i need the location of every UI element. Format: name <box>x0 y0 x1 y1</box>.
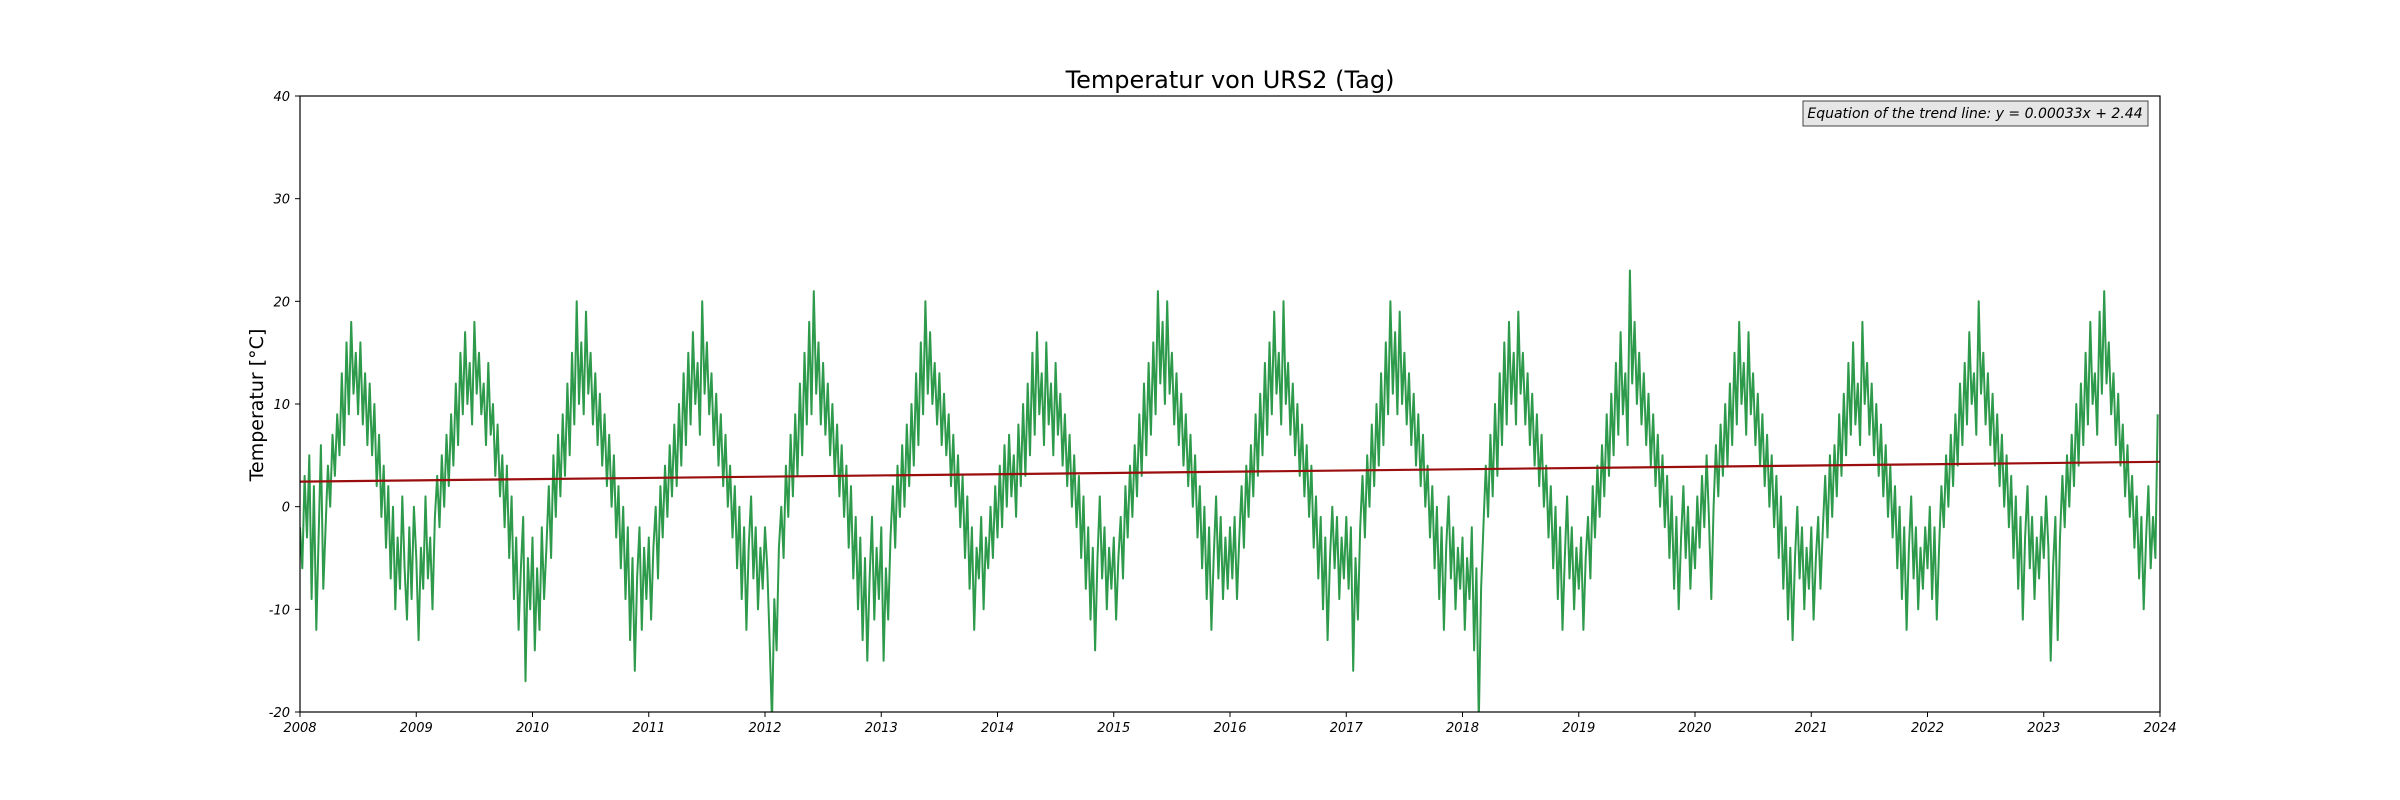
x-tick-label: 2018 <box>1446 721 1479 736</box>
x-tick-label: 2014 <box>981 721 1014 736</box>
x-tick-label: 2015 <box>1097 721 1130 736</box>
series-line-0 <box>300 269 2159 712</box>
y-tick-label: 10 <box>273 398 290 413</box>
x-tick-label: 2020 <box>1678 721 1711 736</box>
y-axis: 40 30 20 10 0 -10 -20 <box>269 90 300 721</box>
y-tick-label: 20 <box>273 295 290 310</box>
trend-line <box>300 460 2160 483</box>
trend-equation-text: Equation of the trend line: y = 0.00033x… <box>1807 106 2142 122</box>
x-axis: 2008 2009 2010 2011 2012 2013 2014 2015 2016 2017… <box>283 712 2177 736</box>
x-tick-label: 2016 <box>1213 721 1246 736</box>
x-tick-label: 2023 <box>2027 721 2060 736</box>
x-tick-label: 2010 <box>516 721 549 736</box>
x-tick-label: 2017 <box>1330 721 1364 736</box>
x-tick-label: 2021 <box>1795 721 1828 736</box>
y-tick-label: 0 <box>282 501 290 516</box>
x-tick-label: 2019 <box>1562 721 1595 736</box>
y-tick-label: 40 <box>273 90 290 105</box>
y-tick-label: -20 <box>269 706 290 721</box>
x-tick-label: 2022 <box>1911 721 1944 736</box>
x-tick-label: 2024 <box>2143 721 2176 736</box>
trend-equation-box: Equation of the trend line: y = 0.00033x… <box>1802 100 2149 127</box>
x-tick-label: 2011 <box>632 721 665 736</box>
x-tick-label: 2008 <box>283 721 316 736</box>
x-tick-label: 2009 <box>400 721 433 736</box>
y-axis-label: Temperatur [°C] <box>246 329 268 483</box>
y-tick-label: -10 <box>269 603 290 618</box>
x-tick-label: 2012 <box>748 721 781 736</box>
x-tick-label: 2013 <box>865 721 898 736</box>
y-tick-label: 30 <box>273 193 290 208</box>
chart-title: Temperatur von URS2 (Tag) <box>1065 66 1395 94</box>
plot-area <box>299 95 2161 713</box>
